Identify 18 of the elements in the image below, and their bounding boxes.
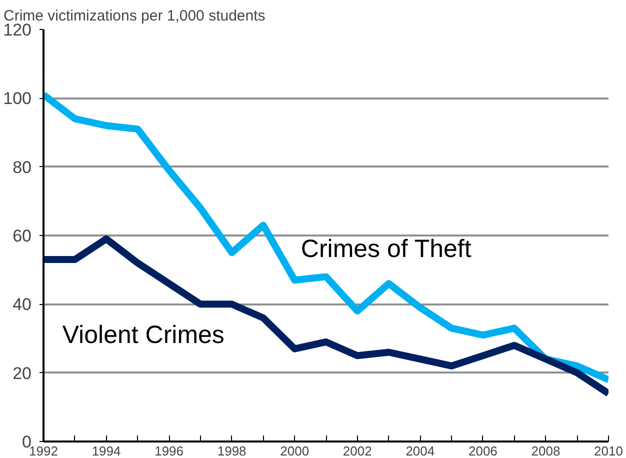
- x-tick-label: 2010: [594, 444, 623, 458]
- x-tick-label: 1998: [217, 444, 246, 458]
- y-tick-label: 100: [3, 89, 32, 108]
- x-tick-label: 1994: [92, 444, 121, 458]
- x-tick-label: 2004: [406, 444, 435, 458]
- x-tick-label: 2002: [342, 444, 372, 458]
- x-tick-label: 2008: [531, 444, 560, 458]
- x-tick-label: 1996: [154, 444, 184, 458]
- y-tick-label: 60: [12, 226, 32, 246]
- y-tick-label: 80: [12, 158, 32, 177]
- y-tick-label: 0: [22, 432, 32, 452]
- y-tick-label: 20: [12, 364, 32, 383]
- x-tick-label: 2000: [280, 444, 310, 458]
- x-tick-label: 1992: [29, 444, 58, 458]
- x-tick-label: 2006: [468, 444, 498, 458]
- y-tick-label: 40: [12, 295, 32, 314]
- series-label: Crimes of Theft: [300, 234, 472, 263]
- series-label: Violent Crimes: [62, 320, 224, 349]
